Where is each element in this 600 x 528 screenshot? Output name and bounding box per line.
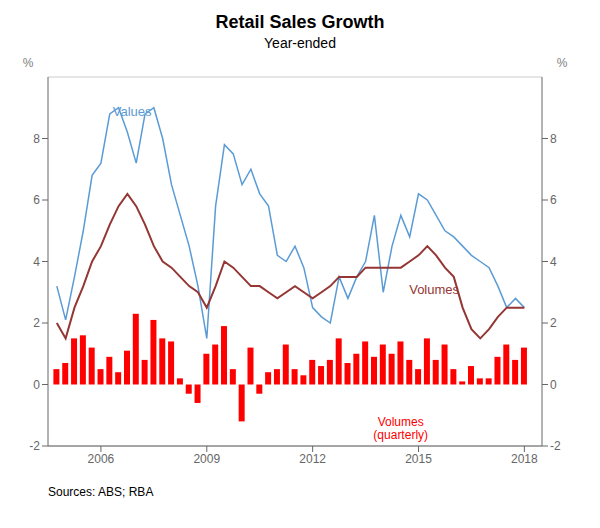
html-text:Sources: ABS; RBA: Sources: ABS; RBA (48, 485, 154, 499)
svg-text:-2: -2 (550, 439, 561, 453)
svg-text:2: 2 (33, 316, 40, 330)
svg-text:Values: Values (113, 104, 152, 119)
svg-text:8: 8 (33, 132, 40, 146)
svg-text:%: % (23, 56, 34, 70)
svg-text:0: 0 (550, 378, 557, 392)
svg-text:2012: 2012 (299, 452, 326, 466)
svg-text:Volumes: Volumes (378, 415, 424, 429)
svg-text:2009: 2009 (193, 452, 220, 466)
svg-text:8: 8 (550, 132, 557, 146)
svg-text:4: 4 (550, 255, 557, 269)
svg-text:(quarterly): (quarterly) (373, 428, 428, 442)
svg-text:2006: 2006 (88, 452, 115, 466)
svg-text:6: 6 (33, 193, 40, 207)
svg-text:-2: -2 (29, 439, 40, 453)
svg-text:2015: 2015 (405, 452, 432, 466)
svg-text:2: 2 (550, 316, 557, 330)
svg-text:2018: 2018 (511, 452, 538, 466)
svg-text:%: % (557, 56, 568, 70)
svg-text:0: 0 (33, 378, 40, 392)
svg-text:6: 6 (550, 193, 557, 207)
html-text:Year-ended: Year-ended (264, 35, 336, 51)
svg-text:Volumes: Volumes (409, 282, 459, 297)
html-text:Retail Sales Growth: Retail Sales Growth (215, 12, 385, 32)
svg-text:4: 4 (33, 255, 40, 269)
